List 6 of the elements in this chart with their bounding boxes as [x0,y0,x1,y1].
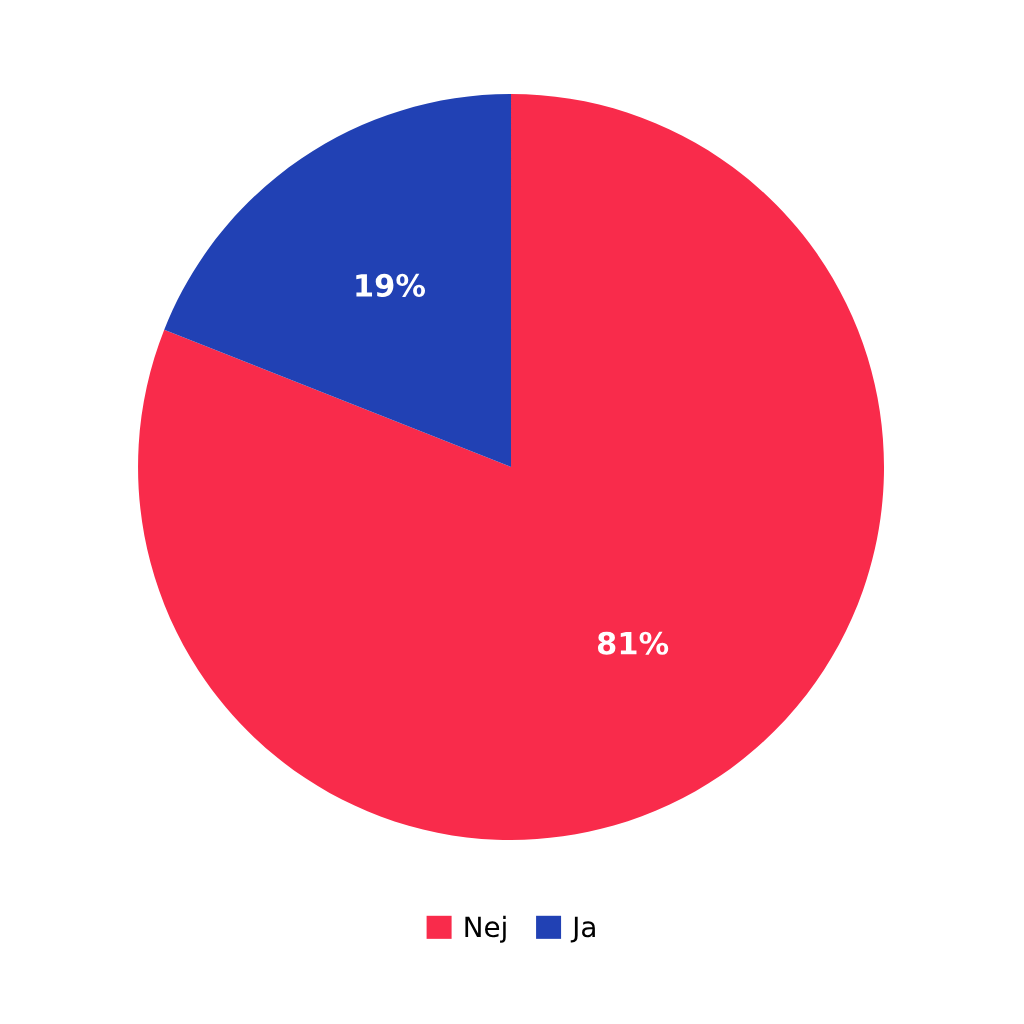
pie-slice [164,94,512,467]
legend-label: Ja [570,916,595,943]
data-label: 19% [356,273,426,297]
data-label: 81% [597,631,669,655]
pie-slice [138,94,885,840]
legend-label: Nej [465,915,506,943]
